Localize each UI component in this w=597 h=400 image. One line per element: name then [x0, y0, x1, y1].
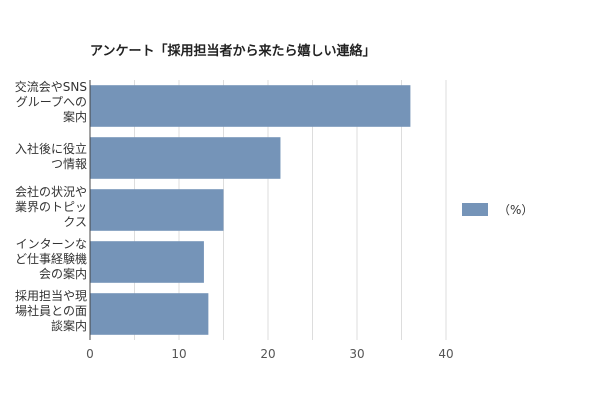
category-label: 会社の状況や 業界のトピッ クス — [0, 185, 87, 230]
x-tick-label: 0 — [86, 347, 94, 361]
chart-title: アンケート「採用担当者から来たら嬉しい連絡」 — [90, 44, 376, 59]
category-label-line: 場社員との面 — [15, 304, 87, 318]
category-label-line: 談案内 — [50, 319, 87, 333]
category-label: 採用担当や現 場社員との面 談案内 — [0, 289, 87, 334]
bars — [90, 85, 411, 335]
category-label: 入社後に役立 つ情報 — [0, 142, 87, 172]
category-label-line: 会の案内 — [38, 267, 87, 281]
category-label-line: 案内 — [62, 110, 87, 124]
legend-label: （%） — [498, 202, 534, 217]
bar — [90, 137, 281, 179]
legend: （%） — [462, 202, 534, 217]
legend-swatch — [462, 202, 488, 216]
category-label: インターンな ど仕事経験機 会の案内 — [0, 237, 87, 282]
x-tick-label: 30 — [349, 347, 365, 361]
x-tick-label: 40 — [438, 347, 454, 361]
bar — [90, 85, 411, 127]
category-label-line: ど仕事経験機 — [14, 252, 87, 266]
x-tick-label: 10 — [171, 347, 187, 361]
x-tick-label: 20 — [260, 347, 276, 361]
category-label-line: つ情報 — [50, 157, 87, 171]
bar — [90, 241, 204, 283]
category-label: 交流会やSNS グループへの 案内 — [0, 80, 87, 125]
category-label-line: 採用担当や現 — [14, 289, 87, 303]
category-label-line: グループへの — [15, 95, 87, 109]
bar — [90, 189, 224, 231]
category-label-line: クス — [63, 215, 87, 229]
category-label-line: 会社の状況や — [14, 185, 87, 199]
bar — [90, 293, 209, 335]
category-label-line: 業界のトピッ — [14, 200, 87, 214]
category-label-line: 入社後に役立 — [14, 142, 87, 156]
category-label-line: 交流会やSNS — [14, 80, 87, 94]
category-label-line: インターンな — [15, 237, 87, 251]
